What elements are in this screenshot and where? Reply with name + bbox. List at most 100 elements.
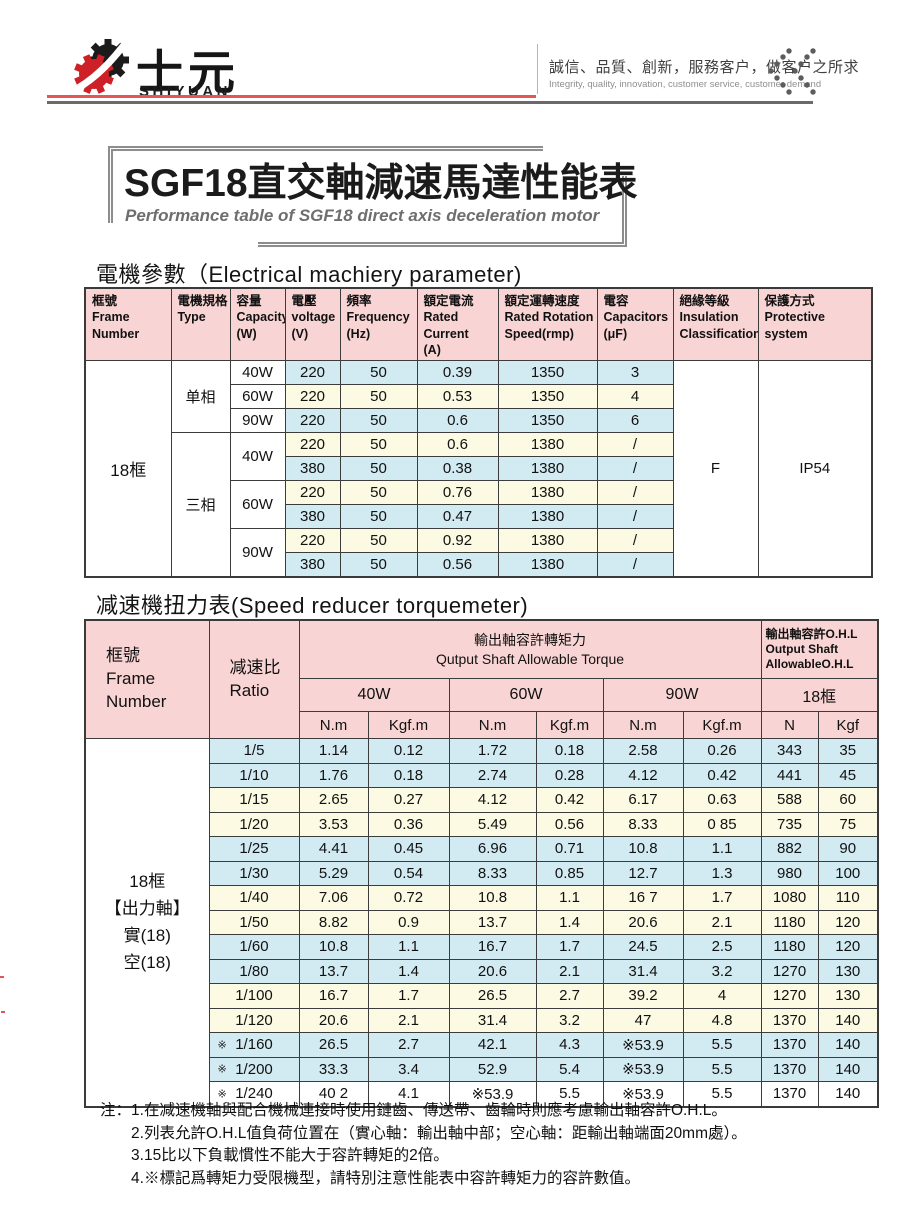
cell: 0.38 <box>416 456 499 481</box>
ratio-value: 1/25 <box>239 840 269 858</box>
cell: 140 <box>817 1081 879 1107</box>
cell: 13.7 <box>298 958 369 984</box>
ratio-value: 1/120 <box>235 1011 273 1029</box>
cell: / <box>596 504 674 529</box>
cell: 1.7 <box>682 885 762 911</box>
table-row: 18框 单相 40W 220 50 0.39 1350 3 F IP54 <box>84 360 873 578</box>
cell: 40W <box>229 360 286 385</box>
cell: 31.4 <box>602 958 684 984</box>
cell: 0.63 <box>682 787 762 813</box>
cell: 380 <box>284 456 341 481</box>
table-row: ※ 1/160 26.5 2.7 42.1 4.3 ※53.9 5.5 1370 … <box>85 1032 879 1058</box>
col-capacitors: 電容 Capacitors (μF) <box>596 287 674 361</box>
cell: 50 <box>339 360 418 385</box>
header-rule-gray <box>47 101 813 104</box>
cell: 4.41 <box>298 836 369 862</box>
frame-number-cell: 18框 <box>84 360 172 578</box>
cell: 50 <box>339 456 418 481</box>
ratio-value: 1/15 <box>239 791 269 809</box>
cell: 8.82 <box>298 909 369 935</box>
capacity-cell: 40W <box>229 432 286 481</box>
cell: / <box>596 528 674 553</box>
unit-kgfm: Kgf.m <box>535 711 604 739</box>
table-row: 380 50 0.47 1380 / <box>85 504 872 529</box>
table-row: ※ 1/240 40 2 4.1 ※53.9 5.5 ※53.9 5.5 1370… <box>85 1081 879 1107</box>
ratio-value: 1/20 <box>239 815 269 833</box>
cell: 3.2 <box>535 1007 604 1033</box>
ratio-cell: 1/120 <box>208 1007 300 1033</box>
cell: 39.2 <box>602 983 684 1009</box>
cell: 0.26 <box>682 738 762 764</box>
table-row: 1/120 20.6 2.1 31.4 3.2 47 4.8 1370 140 <box>85 1007 879 1033</box>
cell: 2.74 <box>448 762 537 788</box>
cell: 120 <box>817 934 879 960</box>
col-allowable-torque: 輸出軸容許轉矩力 Qutput Shaft Allowable Torque <box>298 619 762 679</box>
title-frame-bottom-right <box>258 176 627 247</box>
cell: 47 <box>602 1007 684 1033</box>
cell: 33.3 <box>298 1056 369 1082</box>
cell: 2.65 <box>298 787 369 813</box>
unit-kgfm: Kgf.m <box>367 711 450 739</box>
ratio-value: 1/5 <box>243 742 265 760</box>
col-rated-speed: 額定運轉速度 Rated Rotation Speed(rmp) <box>497 287 598 361</box>
brand-name-zh: 士元 <box>136 46 240 99</box>
header-divider <box>537 44 538 94</box>
cell: 5.5 <box>682 1056 762 1082</box>
cell: 4.1 <box>367 1081 450 1107</box>
table-row: 1/10 1.76 0.18 2.74 0.28 4.12 0.42 441 4… <box>85 762 879 788</box>
cell: 20.6 <box>602 909 684 935</box>
cell: 1370 <box>760 1056 819 1082</box>
capacity-cell: 60W <box>229 480 286 529</box>
cell: 1370 <box>760 1081 819 1107</box>
cell: 1.3 <box>682 860 762 886</box>
cell: 0.71 <box>535 836 604 862</box>
page-subtitle: Performance table of SGF18 direct axis d… <box>125 206 600 225</box>
cell: 441 <box>760 762 819 788</box>
cell: 1370 <box>760 1032 819 1058</box>
ratio-cell: 1/40 <box>208 885 300 911</box>
cell: 0.36 <box>367 811 450 837</box>
cell: 1380 <box>497 456 598 481</box>
col-insulation: 絕緣等級 Insulation Classification <box>672 287 759 361</box>
cell: 1.76 <box>298 762 369 788</box>
title-block: SGF18直交軸減速馬達性能表 Performance table of SGF… <box>108 146 638 248</box>
tagline-zh: 誠信、品質、創新，服務客户，做客户之所求 <box>549 59 860 76</box>
cell: 50 <box>339 408 418 433</box>
cell: 50 <box>339 384 418 409</box>
frame-output-shaft-cell: 18框 【出力軸】 實(18) 空(18) <box>84 738 210 1107</box>
cell: 140 <box>817 1056 879 1082</box>
ratio-value: 1/240 <box>235 1085 273 1103</box>
cell: 220 <box>284 384 341 409</box>
group-frame-18: 18框 <box>760 678 879 712</box>
group-90w: 90W <box>602 678 762 712</box>
ratio-value: 1/60 <box>239 938 269 956</box>
cell: 50 <box>339 552 418 578</box>
limited-flag: ※ <box>217 1088 227 1101</box>
cell: 0.18 <box>367 762 450 788</box>
cell: 16.7 <box>298 983 369 1009</box>
cell: 5.29 <box>298 860 369 886</box>
ratio-cell: 1/60 <box>208 934 300 960</box>
cell: 0.54 <box>367 860 450 886</box>
cell: 6.17 <box>602 787 684 813</box>
cell: 4 <box>682 983 762 1009</box>
cell: 220 <box>284 480 341 505</box>
ratio-value: 1/50 <box>239 913 269 931</box>
ratio-value: 1/30 <box>239 864 269 882</box>
table-row: 90W 220 50 0.92 1380 / <box>85 528 872 578</box>
ratio-cell: 1/50 <box>208 909 300 935</box>
col-frame-number: 框號 Frame Number <box>84 287 172 361</box>
table-row: 18框 【出力軸】 實(18) 空(18) 1/5 1.14 0.12 1.72… <box>84 738 879 1107</box>
table-row: 1/15 2.65 0.27 4.12 0.42 6.17 0.63 588 6… <box>85 787 879 813</box>
cell: 16.7 <box>448 934 537 960</box>
ratio-cell: 1/10 <box>208 762 300 788</box>
col-allowable-ohl: 輸出軸容許O.H.L Output Shaft AllowableO.H.L <box>760 619 879 679</box>
cell: 0.56 <box>416 552 499 578</box>
scan-artifact <box>1 1011 5 1013</box>
cell: 588 <box>760 787 819 813</box>
electrical-header-row: 框號 Frame Number 電機規格 Type 容量 Capacity (W… <box>84 287 873 361</box>
table-row: 1/30 5.29 0.54 8.33 0.85 12.7 1.3 980 10… <box>85 860 879 886</box>
cell: 2.58 <box>602 738 684 764</box>
cell: 0.42 <box>682 762 762 788</box>
cell: 10.8 <box>298 934 369 960</box>
